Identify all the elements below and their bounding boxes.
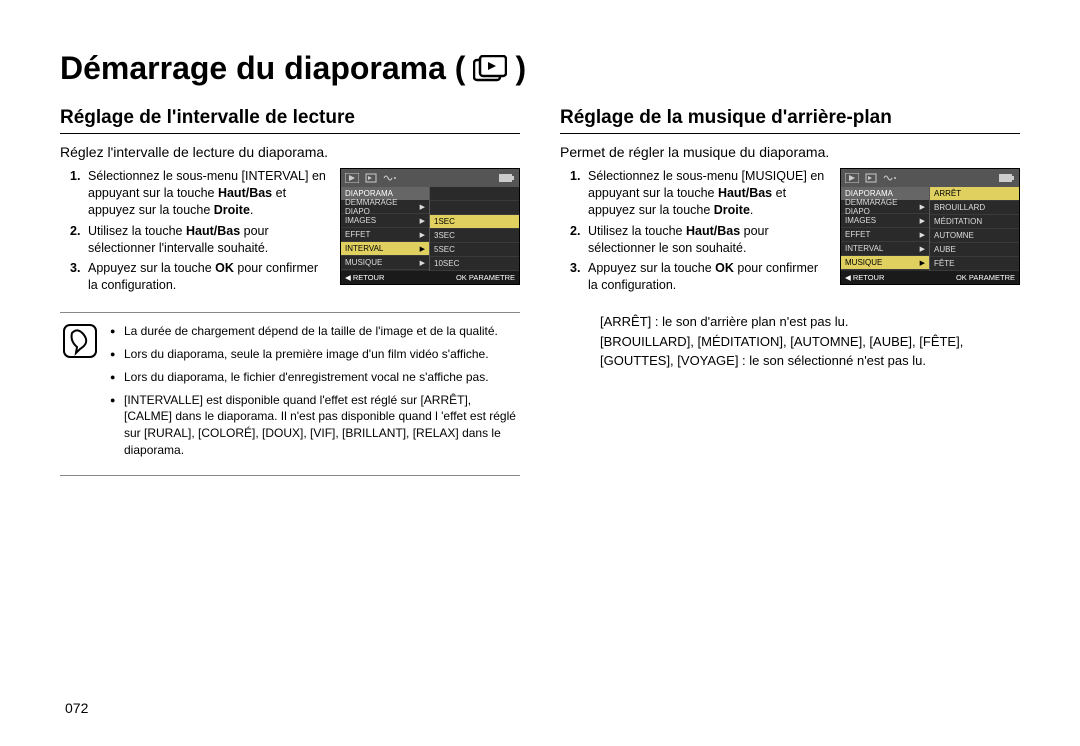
- lcd-row: 10SEC: [430, 257, 519, 271]
- note-item: Lors du diaporama, le fichier d'enregist…: [110, 369, 520, 386]
- right-footer-notes: [ARRÊT] : le son d'arrière plan n'est pa…: [560, 312, 1020, 371]
- right-steps: 1. Sélectionnez le sous-menu [MUSIQUE] e…: [560, 168, 828, 298]
- right-column: Réglage de la musique d'arrière-plan Per…: [560, 107, 1020, 476]
- lcd-ok: OK PARAMETRE: [456, 273, 515, 282]
- lcd-top-icons: [341, 169, 519, 187]
- page-number: 072: [65, 700, 88, 716]
- note-list: La durée de chargement dépend de la tail…: [110, 323, 520, 465]
- right-lcd: DIAPORAMA DEMMARAGE DIAPO▶IMAGES▶EFFET▶I…: [840, 168, 1020, 285]
- step-item: 2. Utilisez la touche Haut/Bas pour séle…: [70, 223, 328, 257]
- footer-line: [BROUILLARD], [MÉDITATION], [AUTOMNE], […: [600, 332, 1020, 371]
- right-heading: Réglage de la musique d'arrière-plan: [560, 107, 1020, 134]
- footer-line: [ARRÊT] : le son d'arrière plan n'est pa…: [600, 312, 1020, 332]
- page-title: Démarrage du diaporama ( ): [60, 50, 1020, 87]
- lcd-row: DEMMARAGE DIAPO▶: [341, 200, 429, 214]
- title-prefix: Démarrage du diaporama (: [60, 50, 465, 87]
- right-intro: Permet de régler la musique du diaporama…: [560, 144, 1020, 160]
- lcd-row: EFFET▶: [841, 228, 929, 242]
- lcd-row: FÊTE: [930, 257, 1019, 271]
- lcd-row: 3SEC: [430, 229, 519, 243]
- step-item: 3. Appuyez sur la touche OK pour confirm…: [570, 260, 828, 294]
- left-lcd: DIAPORAMA DEMMARAGE DIAPO▶IMAGES▶EFFET▶I…: [340, 168, 520, 285]
- lcd-row: IMAGES▶: [841, 214, 929, 228]
- lcd-row: 5SEC: [430, 243, 519, 257]
- title-suffix: ): [515, 50, 526, 87]
- lcd-top-icons: [841, 169, 1019, 187]
- lcd-row: [430, 201, 519, 215]
- note-icon: [60, 323, 100, 465]
- note-item: Lors du diaporama, seule la première ima…: [110, 346, 520, 363]
- lcd-row: INTERVAL▶: [841, 242, 929, 256]
- note-box: La durée de chargement dépend de la tail…: [60, 312, 520, 476]
- lcd-row: EFFET▶: [341, 228, 429, 242]
- left-column: Réglage de l'intervalle de lecture Régle…: [60, 107, 520, 476]
- step-item: 3. Appuyez sur la touche OK pour confirm…: [70, 260, 328, 294]
- lcd-row: DEMMARAGE DIAPO▶: [841, 200, 929, 214]
- left-intro: Réglez l'intervalle de lecture du diapor…: [60, 144, 520, 160]
- note-item: La durée de chargement dépend de la tail…: [110, 323, 520, 340]
- lcd-ok: OK PARAMETRE: [956, 273, 1015, 282]
- lcd-row: MUSIQUE▶: [341, 256, 429, 270]
- lcd-row: ARRÊT: [930, 187, 1019, 201]
- lcd-row: MÉDITATION: [930, 215, 1019, 229]
- lcd-row: 1SEC: [430, 215, 519, 229]
- lcd-row: IMAGES▶: [341, 214, 429, 228]
- lcd-row: BROUILLARD: [930, 201, 1019, 215]
- lcd-row: AUBE: [930, 243, 1019, 257]
- lcd-row: [430, 187, 519, 201]
- slideshow-icon: [473, 55, 507, 83]
- step-item: 1. Sélectionnez le sous-menu [INTERVAL] …: [70, 168, 328, 219]
- step-item: 1. Sélectionnez le sous-menu [MUSIQUE] e…: [570, 168, 828, 219]
- step-item: 2. Utilisez la touche Haut/Bas pour séle…: [570, 223, 828, 257]
- lcd-row: MUSIQUE▶: [841, 256, 929, 270]
- lcd-back: ◀ RETOUR: [345, 273, 384, 282]
- lcd-row: AUTOMNE: [930, 229, 1019, 243]
- lcd-back: ◀ RETOUR: [845, 273, 884, 282]
- left-steps: 1. Sélectionnez le sous-menu [INTERVAL] …: [60, 168, 328, 298]
- note-item: [INTERVALLE] est disponible quand l'effe…: [110, 392, 520, 459]
- left-heading: Réglage de l'intervalle de lecture: [60, 107, 520, 134]
- lcd-row: INTERVAL▶: [341, 242, 429, 256]
